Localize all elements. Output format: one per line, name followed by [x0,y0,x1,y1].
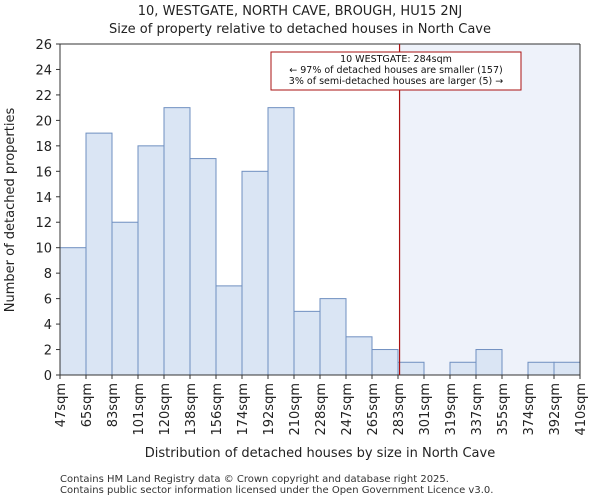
x-tick-label: 247sqm [340,383,355,436]
bar [267,107,295,376]
footer-copyright: Contains HM Land Registry data © Crown c… [60,474,449,485]
bar [345,336,373,376]
x-tick-label: 337sqm [470,383,485,436]
y-tick-label: 24 [35,63,52,78]
y-tick-label: 0 [44,369,52,384]
bar [319,298,347,376]
bar [553,361,581,376]
y-tick-label: 8 [44,267,52,282]
x-tick-label: 392sqm [548,383,563,436]
bar [163,107,191,376]
y-tick-label: 6 [44,293,52,308]
x-tick-label: 156sqm [210,383,225,436]
x-tick-label: 283sqm [392,383,407,436]
y-tick-label: 16 [35,165,52,180]
bar [397,361,425,376]
bar [85,132,113,376]
bar [241,170,269,376]
footer-licence: Contains public sector information licen… [60,485,494,496]
annotation-line2: ← 97% of detached houses are smaller (15… [289,65,502,76]
bar [189,158,217,376]
x-tick-label: 228sqm [314,383,329,436]
y-tick-label: 26 [35,38,52,53]
y-tick-label: 18 [35,140,52,155]
y-tick-label: 10 [35,242,52,257]
x-tick-label: 301sqm [418,383,433,436]
bar [475,349,503,376]
y-tick-label: 20 [35,114,52,129]
annotation-line3: 3% of semi-detached houses are larger (5… [289,76,503,87]
x-tick-label: 138sqm [184,383,199,436]
chart-subtitle: Size of property relative to detached ho… [108,22,491,37]
y-tick-label: 4 [44,318,52,333]
x-tick-label: 319sqm [444,383,459,436]
annotation-line1: 10 WESTGATE: 284sqm [340,54,452,65]
x-tick-label: 410sqm [574,383,589,436]
bars-group [59,107,581,376]
x-tick-label: 65sqm [80,383,95,427]
x-tick-label: 47sqm [54,383,69,427]
x-tick-label: 83sqm [106,383,121,427]
x-tick-label: 265sqm [366,383,381,436]
x-tick-label: 210sqm [288,383,303,436]
y-tick-label: 12 [35,216,52,231]
x-tick-label: 174sqm [236,383,251,436]
bar [293,310,321,376]
x-tick-label: 101sqm [132,383,147,436]
bar [527,361,555,376]
x-tick-label: 355sqm [496,383,511,436]
y-tick-label: 22 [35,89,52,104]
x-tick-label: 192sqm [262,383,277,436]
x-tick-label: 374sqm [522,383,537,436]
bar [59,247,87,376]
y-tick-label: 14 [35,191,52,206]
highlight-region [399,44,580,375]
bar [111,221,139,376]
annotation-box: 10 WESTGATE: 284sqm ← 97% of detached ho… [270,51,522,91]
bar [371,349,399,376]
bar [137,145,165,376]
x-axis-label: Distribution of detached houses by size … [145,446,495,461]
bar [215,285,243,376]
y-tick-label: 2 [44,344,52,359]
bar [449,361,477,376]
y-axis-label: Number of detached properties [3,108,18,313]
x-tick-label: 120sqm [158,383,173,436]
chart-title: 10, WESTGATE, NORTH CAVE, BROUGH, HU15 2… [137,4,463,19]
